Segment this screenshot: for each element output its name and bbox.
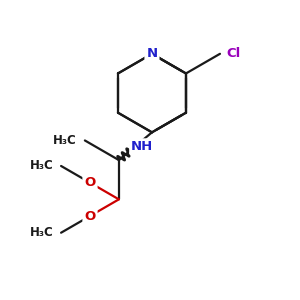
Text: Cl: Cl [226, 47, 241, 60]
Text: N: N [146, 47, 158, 60]
Text: H₃C: H₃C [53, 134, 77, 147]
Text: H₃C: H₃C [29, 160, 53, 172]
Text: O: O [84, 209, 96, 223]
Text: H₃C: H₃C [29, 226, 53, 239]
Text: NH: NH [131, 140, 153, 153]
Text: O: O [84, 176, 96, 189]
